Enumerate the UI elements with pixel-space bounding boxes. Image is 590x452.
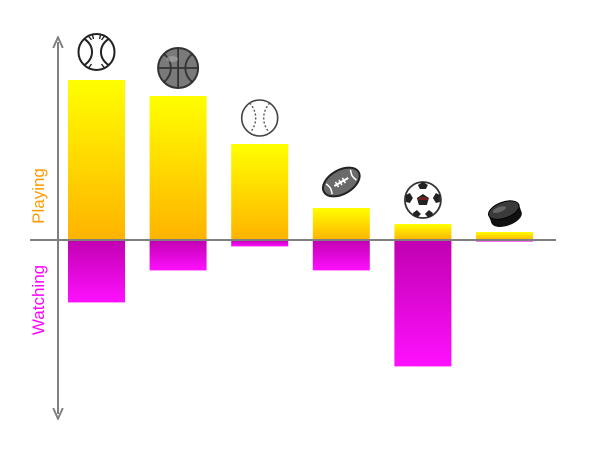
- playing-bar-tennis: [68, 80, 125, 240]
- playing-bar-soccer: [394, 224, 452, 240]
- basketball-icon: [157, 47, 200, 89]
- baseball-icon: [240, 99, 279, 137]
- sport-icons: [77, 33, 522, 227]
- watching-bar-soccer: [394, 240, 452, 367]
- watching-axis-label: Watching: [29, 265, 48, 335]
- playing-bar-american-football: [312, 208, 370, 240]
- soccer-ball-icon: [403, 181, 442, 219]
- watching-bar-american-football: [312, 240, 370, 271]
- watching-bar-baseball: [231, 240, 289, 247]
- watching-bar-tennis: [68, 240, 125, 303]
- hockey-puck-icon: [488, 200, 522, 227]
- playing-bar-hockey: [476, 232, 533, 240]
- tennis-ball-icon: [77, 33, 116, 71]
- playing-axis-label: Playing: [29, 168, 48, 224]
- playing-bar-basketball: [149, 96, 207, 240]
- playing-bars: [68, 80, 533, 240]
- watching-bars: [68, 240, 533, 367]
- american-football-icon: [321, 166, 361, 198]
- watching-bar-basketball: [149, 240, 207, 271]
- playing-bar-baseball: [231, 144, 289, 240]
